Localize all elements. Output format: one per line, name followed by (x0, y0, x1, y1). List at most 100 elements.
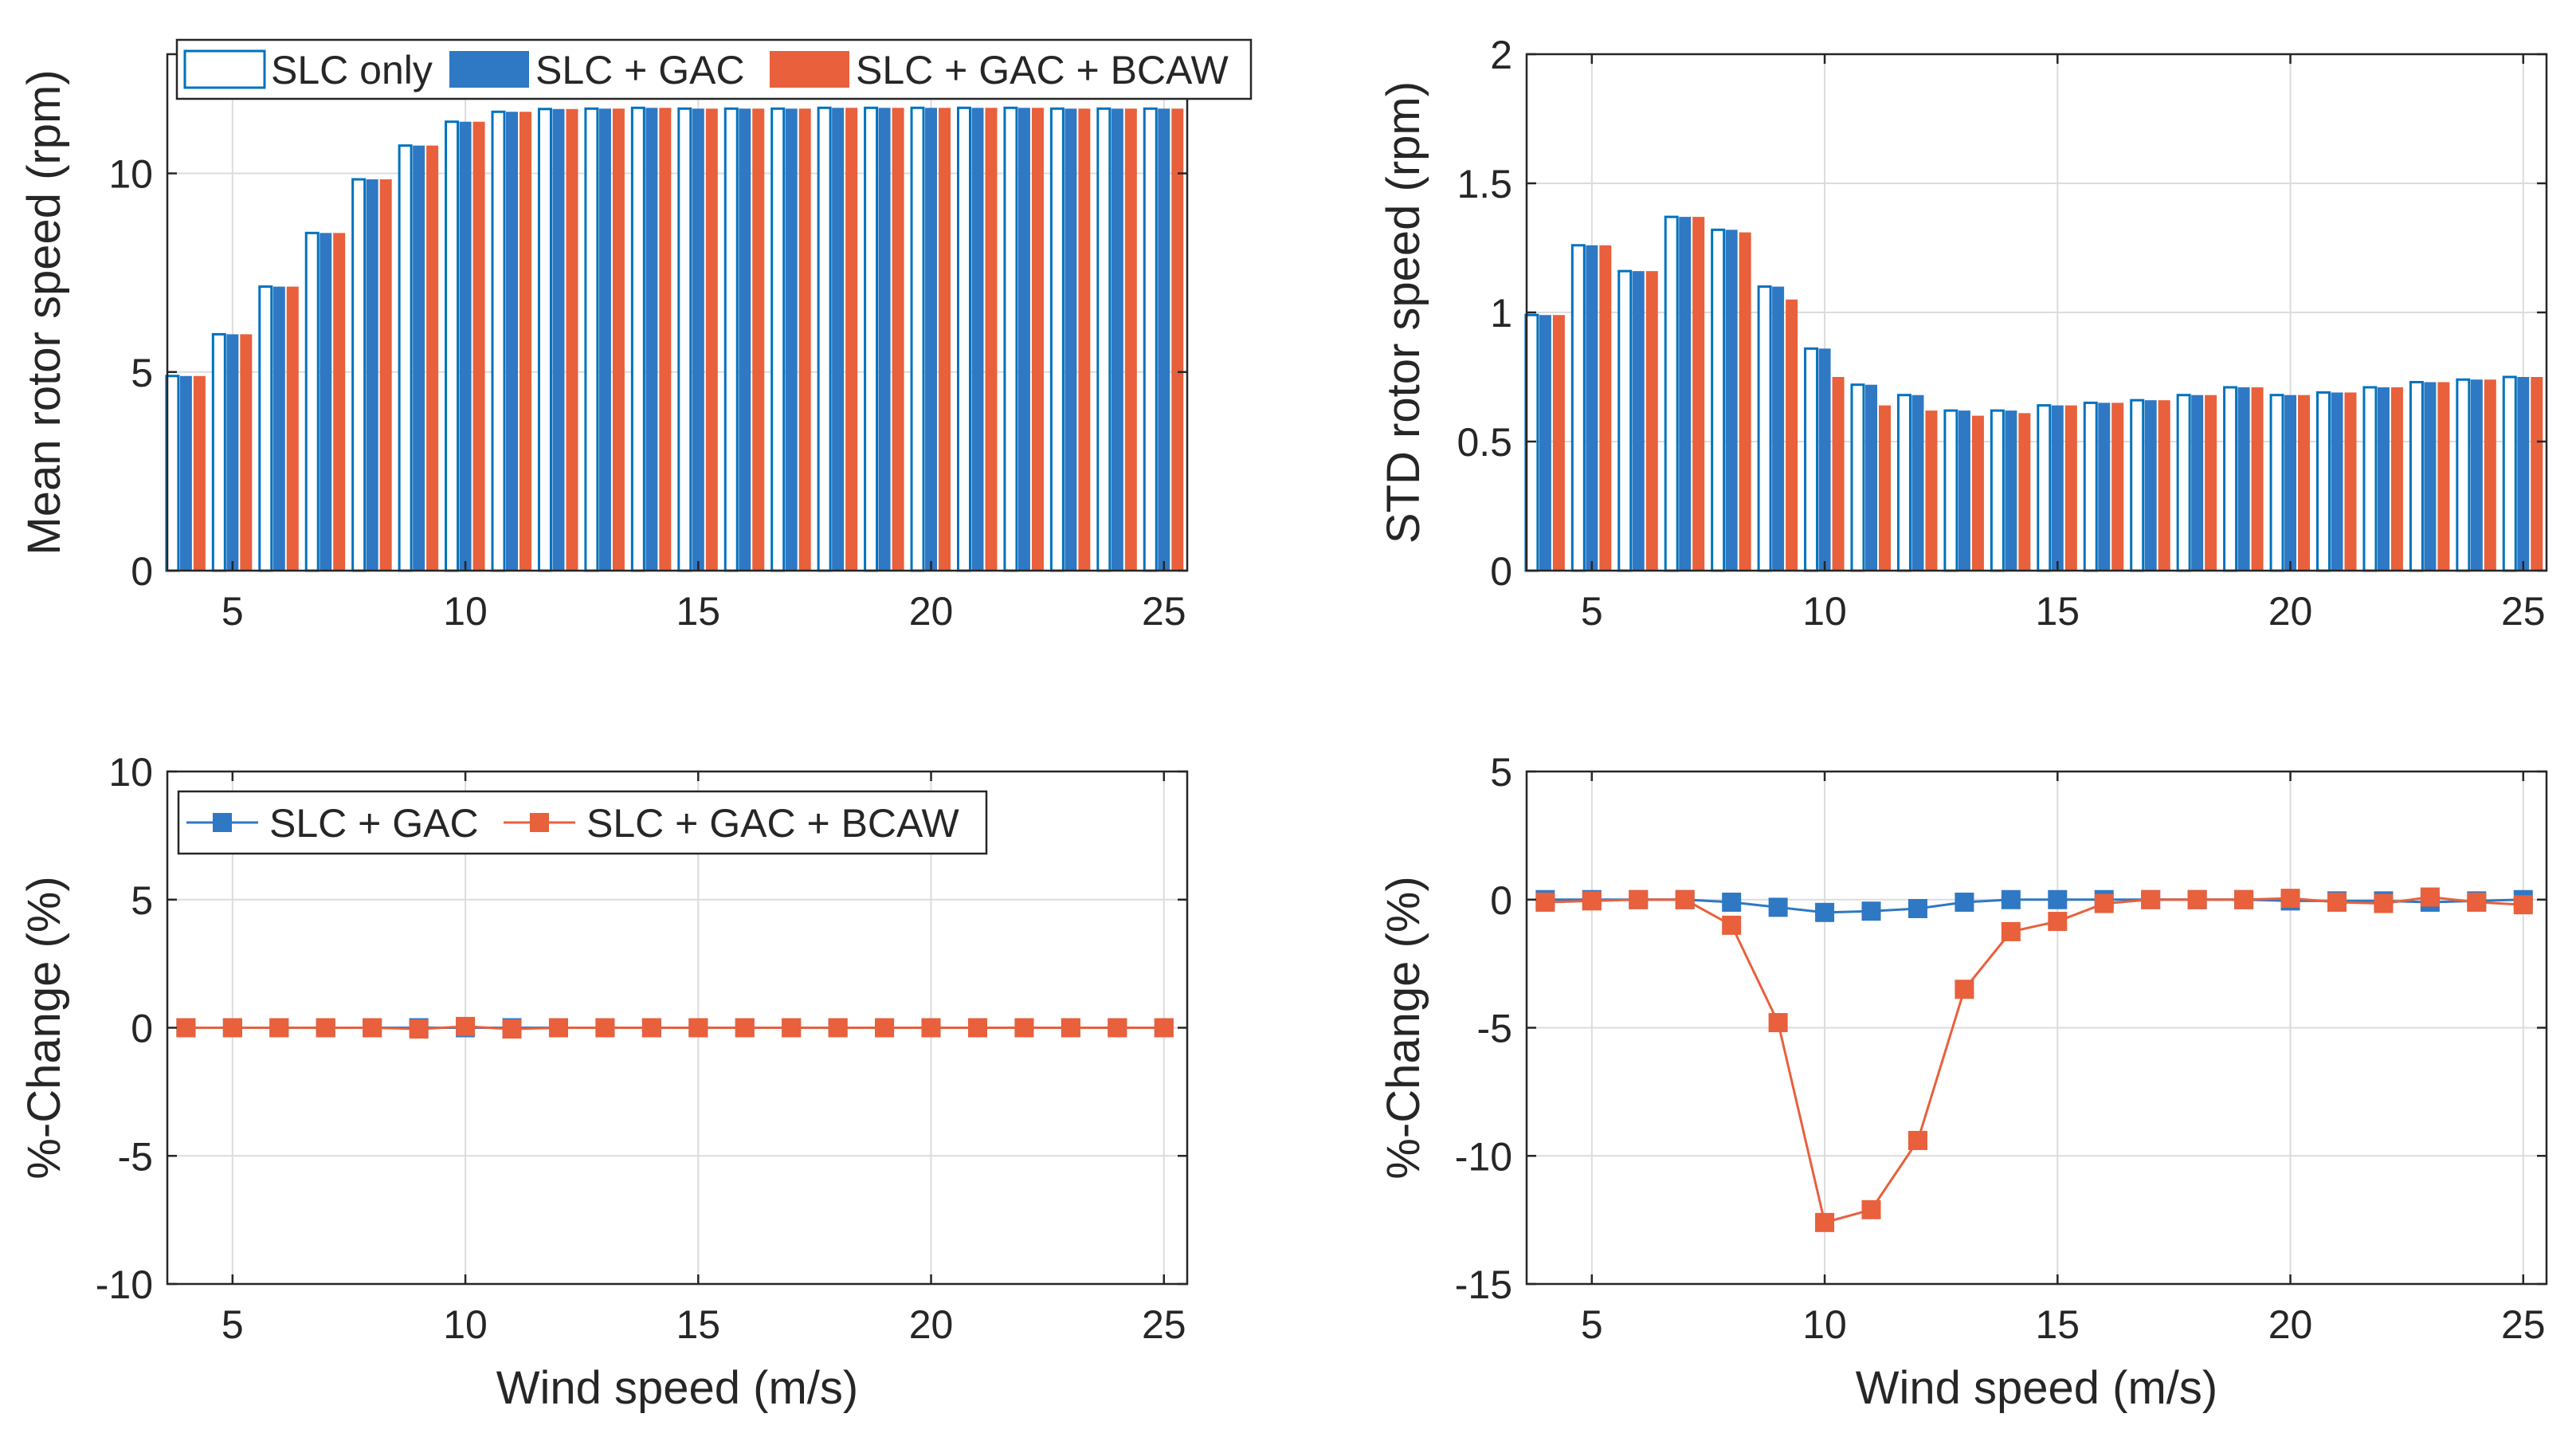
bar-slc-gac-6 (1632, 271, 1645, 571)
bar-slc-only-17 (2130, 399, 2145, 572)
bar-slc-gac-5 (226, 334, 239, 571)
y-tick-label: 1 (1490, 291, 1512, 336)
bar-slc-gac-bcaw-17 (2158, 400, 2170, 571)
bar-slc-gac-13 (598, 108, 611, 571)
point-slc-gac-13 (1955, 892, 1974, 912)
bar-slc-gac-bcaw-22 (1031, 108, 1044, 571)
point-slc-gac-bcaw-22 (2374, 893, 2394, 913)
bar-slc-gac-bcaw-15 (705, 108, 718, 571)
bar-slc-gac-18 (2191, 395, 2204, 571)
point-slc-gac-bcaw-6 (269, 1018, 289, 1038)
point-slc-gac-bcaw-10 (1815, 1212, 1835, 1232)
x-tick-label: 20 (909, 589, 954, 634)
point-slc-gac-bcaw-12 (548, 1018, 568, 1038)
point-slc-gac-bcaw-15 (688, 1018, 708, 1038)
point-slc-gac-bcaw-24 (1108, 1018, 1127, 1038)
point-slc-gac-bcaw-5 (222, 1018, 242, 1038)
bar-slc-only-20 (910, 106, 925, 572)
bar-slc-gac-bcaw-5 (1599, 245, 1612, 571)
point-slc-gac-8 (1722, 892, 1742, 912)
bar-slc-gac-12 (552, 108, 565, 571)
bar-slc-gac-bcaw-12 (1925, 410, 1938, 571)
y-axis-label: STD rotor speed (rpm) (1378, 81, 1429, 544)
bar-slc-gac-bcaw-11 (1879, 405, 1892, 571)
x-tick-label: 20 (909, 1302, 954, 1347)
bar-slc-gac-bcaw-11 (520, 112, 532, 571)
bar-slc-gac-9 (413, 145, 425, 571)
bar-slc-gac-25 (2517, 377, 2530, 571)
bar-slc-only-15 (677, 107, 692, 572)
bar-slc-only-11 (491, 110, 506, 572)
point-slc-gac-bcaw-18 (828, 1018, 848, 1038)
std-percent-change-chart: 5 10 15 20 25 -15 -10 -5 0 5 %-Change (%) Wind spee… (1378, 750, 2548, 1414)
bar-slc-gac-bcaw-19 (2251, 387, 2264, 571)
bar-slc-gac-bcaw-16 (752, 108, 765, 571)
point-slc-gac-bcaw-17 (782, 1018, 802, 1038)
bar-slc-gac-11 (506, 112, 519, 571)
y-tick-label: 1.5 (1457, 162, 1512, 206)
legend-marker (530, 813, 549, 832)
point-slc-gac-15 (2048, 889, 2068, 909)
x-tick-label: 15 (676, 589, 720, 634)
bar-slc-gac-6 (272, 286, 285, 571)
point-slc-gac-bcaw-24 (2467, 892, 2487, 912)
bar-slc-only-19 (864, 106, 879, 572)
point-slc-gac-10 (1815, 902, 1835, 922)
bar-slc-only-20 (2269, 394, 2284, 572)
bar-slc-only-22 (1003, 106, 1018, 572)
point-slc-gac-bcaw-4 (1535, 892, 1555, 912)
x-tick-label: 15 (676, 1302, 720, 1347)
y-tick-label: 10 (108, 152, 153, 197)
std-rotor-speed-chart: 5 10 15 20 25 0 0.5 1 1.5 2 STD rotor speed (rpm) (1378, 33, 2548, 634)
point-slc-gac-bcaw-19 (2234, 889, 2254, 909)
y-tick-label: 0.5 (1457, 420, 1512, 465)
bar-slc-only-15 (2037, 404, 2052, 572)
bar-slc-only-23 (2409, 380, 2424, 572)
series-line-slc-gac-bcaw (1545, 896, 2523, 1224)
bar-slc-gac-bcaw-17 (798, 108, 811, 571)
bar-slc-only-25 (1143, 107, 1158, 572)
point-slc-gac-bcaw-25 (2513, 895, 2533, 915)
bar-slc-gac-bcaw-6 (286, 286, 299, 571)
bar-slc-gac-bcaw-5 (240, 334, 253, 571)
legend-label: SLC + GAC + BCAW (856, 48, 1229, 92)
bar-slc-gac-bcaw-9 (1786, 299, 1798, 571)
y-tick-label: 0 (1490, 549, 1512, 594)
bar-slc-gac-8 (1725, 230, 1738, 571)
bar-slc-gac-bcaw-16 (2111, 402, 2124, 571)
bar-slc-gac-13 (1958, 410, 1970, 571)
bar-slc-gac-bcaw-4 (1552, 315, 1565, 571)
bar-slc-only-9 (398, 144, 413, 572)
bar-slc-gac-22 (2377, 387, 2390, 571)
point-slc-gac-bcaw-21 (967, 1018, 987, 1038)
y-tick-label: -5 (118, 1134, 153, 1179)
bar-slc-only-16 (723, 107, 739, 572)
point-slc-gac-bcaw-17 (2141, 889, 2161, 909)
bar-slc-gac-bcaw-14 (659, 108, 672, 571)
x-tick-label: 10 (443, 589, 488, 634)
bar-slc-only-5 (1570, 244, 1586, 572)
bar-slc-only-18 (817, 106, 832, 572)
series-line-slc-gac-bcaw (186, 1025, 1164, 1031)
bar-slc-gac-bcaw-23 (2437, 382, 2450, 571)
bar-slc-gac-bcaw-13 (612, 108, 625, 571)
bar-slc-gac-12 (1911, 395, 1924, 571)
bar-slc-gac-bcaw-6 (1645, 271, 1658, 571)
y-tick-label: -15 (1455, 1262, 1512, 1307)
bar-slc-gac-15 (2051, 405, 2064, 571)
bar-slc-gac-bcaw-4 (193, 375, 206, 571)
point-slc-gac-bcaw-16 (735, 1018, 755, 1038)
bar-slc-gac-bcaw-9 (426, 145, 439, 571)
point-slc-gac-bcaw-6 (1629, 889, 1649, 909)
bar-slc-only-8 (351, 178, 367, 572)
bar-slc-gac-18 (832, 108, 845, 571)
bar-slc-only-25 (2502, 375, 2517, 572)
point-slc-gac-bcaw-23 (2420, 887, 2440, 907)
x-tick-label: 15 (2035, 1302, 2080, 1347)
bar-slc-gac-bcaw-7 (1692, 217, 1705, 571)
bar-slc-gac-bcaw-19 (892, 108, 904, 571)
bar-slc-only-16 (2083, 401, 2098, 572)
bar-slc-gac-23 (2424, 382, 2437, 571)
bar-slc-gac-bcaw-18 (845, 108, 858, 571)
